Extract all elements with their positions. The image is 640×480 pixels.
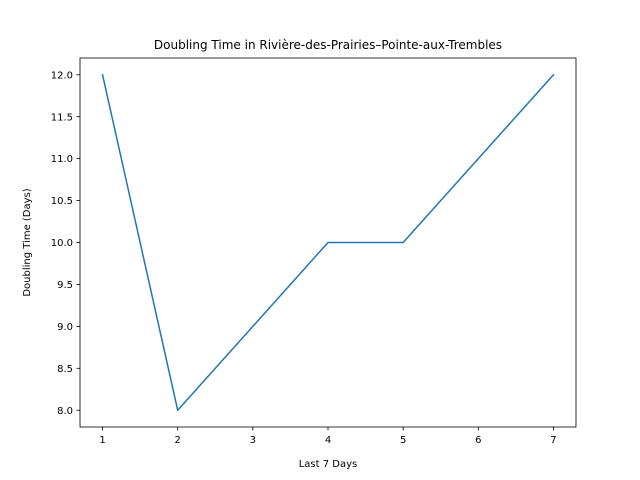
x-axis-label: Last 7 Days bbox=[299, 459, 358, 470]
y-tick-label: 10.0 bbox=[51, 238, 73, 249]
x-tick-label: 7 bbox=[550, 435, 556, 446]
y-tick-label: 10.5 bbox=[51, 196, 73, 207]
y-axis-label: Doubling Time (Days) bbox=[22, 188, 33, 296]
x-axis-ticks: 1 2 3 4 5 6 7 bbox=[99, 427, 557, 446]
x-tick-label: 5 bbox=[400, 435, 406, 446]
x-tick-label: 2 bbox=[175, 435, 181, 446]
x-tick-label: 3 bbox=[250, 435, 256, 446]
y-tick-label: 9.0 bbox=[57, 322, 73, 333]
y-tick-label: 11.0 bbox=[51, 154, 73, 165]
x-tick-label: 4 bbox=[325, 435, 331, 446]
y-tick-label: 11.5 bbox=[51, 112, 73, 123]
chart-title: Doubling Time in Rivière-des-Prairies–Po… bbox=[154, 38, 502, 52]
plot-area bbox=[101, 73, 555, 411]
y-tick-label: 8.5 bbox=[57, 364, 73, 375]
y-tick-label: 8.0 bbox=[57, 406, 73, 417]
y-tick-label: 9.5 bbox=[57, 280, 73, 291]
x-tick-label: 6 bbox=[475, 435, 481, 446]
y-axis-ticks: 8.0 8.5 9.0 9.5 10.0 10.5 11.0 11.5 12.0 bbox=[51, 70, 80, 417]
x-tick-label: 1 bbox=[99, 435, 105, 446]
y-tick-label: 12.0 bbox=[51, 70, 73, 81]
